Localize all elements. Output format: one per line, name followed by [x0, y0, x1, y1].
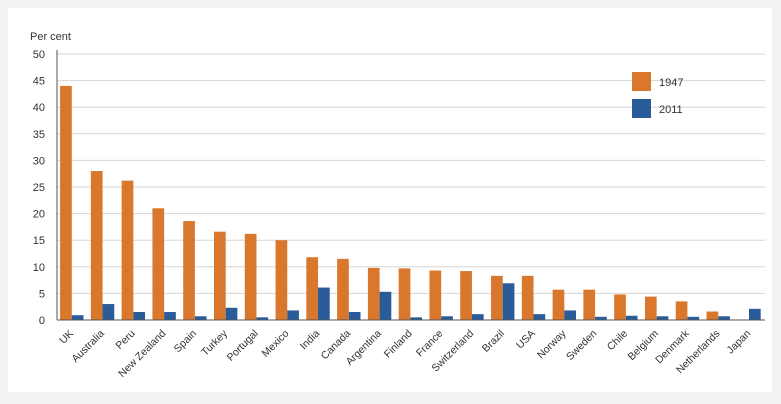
bar-1947: [644, 296, 657, 320]
bar-1947: [306, 257, 319, 320]
bar-2011: [502, 283, 515, 320]
bar-2011: [102, 304, 115, 320]
y-tick-label: 0: [39, 315, 45, 327]
y-tick-label: 30: [33, 155, 45, 167]
bar-1947: [183, 221, 195, 320]
y-tick-label: 20: [33, 209, 45, 221]
bar-1947: [429, 270, 442, 320]
bar-1947: [244, 233, 257, 320]
bar-1947: [213, 231, 226, 320]
y-tick-label: 25: [33, 182, 45, 194]
bar-1947: [552, 289, 565, 320]
bar-2011: [718, 316, 730, 320]
legend: 1947 2011: [632, 72, 683, 118]
y-tick-label: 50: [33, 49, 45, 61]
bar-2011: [379, 291, 392, 320]
y-tick-label: 10: [33, 262, 45, 274]
bar-1947: [460, 271, 472, 320]
legend-swatch-1947: [632, 72, 651, 91]
bar-2011: [133, 312, 146, 320]
bar-2011: [318, 287, 330, 320]
bar-1947: [121, 180, 134, 320]
bar-2011: [71, 315, 84, 320]
bar-2011: [287, 310, 299, 320]
bar-2011: [533, 314, 546, 320]
bars: [60, 85, 761, 320]
y-tick-label: 5: [39, 288, 45, 300]
bar-1947: [367, 267, 380, 320]
bar-1947: [706, 311, 719, 320]
bar-2011: [225, 307, 238, 320]
bar-1947: [521, 275, 534, 320]
bar-1947: [152, 208, 165, 320]
y-axis-unit-label: Per cent: [30, 31, 71, 43]
y-tick-label: 35: [33, 129, 45, 141]
bar-2011: [410, 317, 423, 320]
y-tick-label: 15: [33, 235, 45, 247]
bar-2011: [164, 312, 176, 320]
bar-2011: [687, 316, 700, 320]
bar-2011: [441, 316, 453, 320]
bar-1947: [583, 289, 596, 320]
bar-2011: [625, 315, 638, 320]
legend-label-1947: 1947: [659, 77, 683, 89]
bar-1947: [275, 240, 288, 320]
legend-label-2011: 2011: [659, 104, 683, 116]
bar-2011: [564, 310, 576, 320]
bar-1947: [675, 301, 688, 320]
bar-1947: [491, 275, 503, 320]
bar-2011: [194, 316, 207, 320]
bar-1947: [398, 268, 411, 320]
bar-2011: [656, 316, 669, 320]
bar-1947: [90, 171, 103, 320]
bar-2011: [471, 314, 484, 320]
bar-2011: [748, 308, 761, 320]
legend-swatch-2011: [632, 99, 651, 118]
bar-2011: [256, 317, 269, 320]
bar-1947: [614, 294, 626, 320]
bar-1947: [60, 85, 72, 320]
y-tick-label: 40: [33, 102, 45, 114]
bar-2011: [595, 316, 607, 320]
bar-2011: [348, 312, 361, 320]
bar-1947: [337, 258, 349, 320]
y-tick-label: 45: [33, 76, 45, 88]
